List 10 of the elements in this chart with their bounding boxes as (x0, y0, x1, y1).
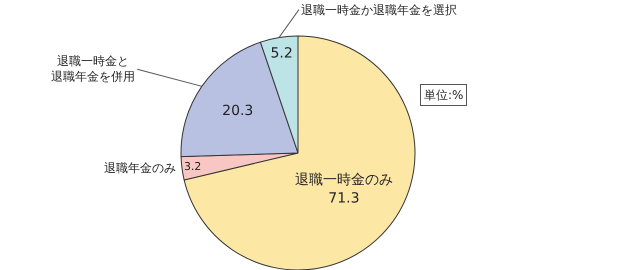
slice-label: 退職年金のみ (104, 161, 176, 175)
data-label: 3.2 (184, 160, 202, 174)
text: 単位:% (424, 88, 464, 102)
slice-label: 退職一時金か退職年金を選択 (301, 3, 457, 17)
slice-label: 退職一時金と退職年金を併用 (51, 54, 135, 84)
data-label: 5.2 (270, 46, 293, 62)
slice-label: 退職一時金のみ (294, 172, 393, 188)
pie-slice (184, 36, 416, 270)
data-label: 20.3 (222, 103, 254, 120)
data-label: 71.3 (328, 190, 360, 206)
